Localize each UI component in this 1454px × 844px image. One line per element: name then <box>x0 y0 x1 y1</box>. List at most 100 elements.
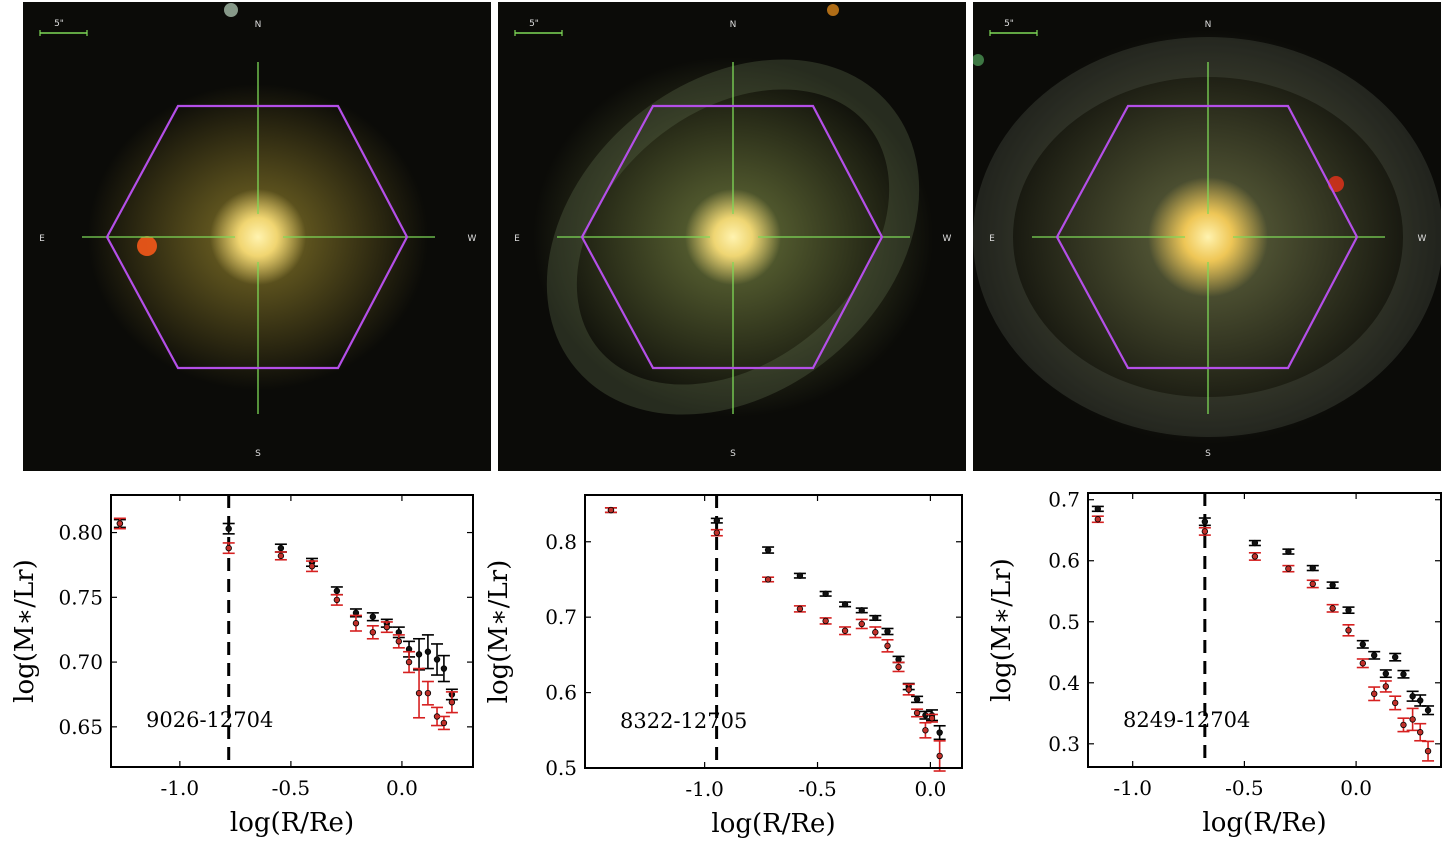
marker <box>822 617 829 625</box>
data-point <box>330 586 343 596</box>
galaxy-core <box>210 189 306 285</box>
marker <box>1094 505 1102 513</box>
plot-frame <box>1087 492 1442 768</box>
data-point <box>1389 695 1402 711</box>
data-point <box>839 626 852 636</box>
x-axis-label: log(R/Re) <box>1202 808 1326 838</box>
chart-1: -1.0 -0.5 0.0 0.65 0.70 0.75 0.80 9026-12704 log… <box>10 494 474 838</box>
data-point <box>1248 539 1261 547</box>
data-point <box>1414 722 1427 742</box>
marker <box>841 627 849 634</box>
compass-w: W <box>468 234 477 244</box>
y-axis-label: log(M∗/Lr) <box>987 558 1017 702</box>
marker <box>905 686 912 693</box>
data-point <box>349 614 362 632</box>
outer-disk <box>973 37 1441 437</box>
data-point <box>892 655 905 664</box>
data-point <box>1198 517 1211 527</box>
data-point <box>1091 505 1104 513</box>
data-point <box>1389 652 1402 662</box>
data-point <box>881 627 894 636</box>
data-point <box>1282 548 1295 555</box>
marker <box>1409 716 1416 723</box>
data-point <box>274 551 287 561</box>
marker <box>858 620 865 628</box>
x-tick-label: -1.0 <box>1113 776 1152 800</box>
data-point <box>839 601 852 608</box>
ifu-hexagon <box>580 104 884 370</box>
data-point <box>855 618 868 630</box>
y-tick-label: 0.7 <box>1048 488 1080 512</box>
data-point <box>869 626 882 639</box>
marker <box>424 689 432 697</box>
chart-3: -1.0 -0.5 0.0 0.3 0.4 0.5 0.6 0.7 8249-12704 log(… <box>987 488 1442 838</box>
galaxy-id-label: 8322-12705 <box>620 709 747 733</box>
marker <box>764 546 772 554</box>
data-point <box>1356 658 1369 669</box>
scale-label: 5" <box>529 19 539 29</box>
marker <box>369 613 377 620</box>
data-point <box>366 625 379 640</box>
data-point <box>431 643 444 676</box>
data-point <box>911 695 924 704</box>
marker <box>796 605 804 613</box>
marker <box>225 525 232 532</box>
marker <box>1329 581 1336 589</box>
data-point <box>819 590 832 597</box>
data-point <box>793 572 806 579</box>
data-point <box>1406 690 1419 702</box>
marker <box>1345 606 1352 614</box>
data-point <box>113 517 126 530</box>
marker <box>872 629 879 636</box>
marker <box>225 544 232 552</box>
marker <box>1094 516 1102 523</box>
y-tick-label: 0.4 <box>1048 671 1080 695</box>
scale-bar: 5" <box>514 19 563 36</box>
marker <box>277 544 285 552</box>
data-point <box>902 683 915 696</box>
x-tick-label: -0.5 <box>798 777 837 801</box>
marker <box>796 572 804 579</box>
galaxy-core <box>685 189 781 285</box>
marker <box>448 699 456 706</box>
data-point <box>919 721 932 739</box>
y-tick-label: 0.7 <box>545 605 577 629</box>
data-point <box>437 715 450 731</box>
galaxy-image-2: 5" N S E W <box>498 2 966 471</box>
x-tick-label: -0.5 <box>272 776 311 800</box>
data-point <box>1379 680 1392 693</box>
marker <box>1359 641 1367 648</box>
x-tick-label: -1.0 <box>161 776 200 800</box>
data-point <box>1356 639 1369 649</box>
data-point <box>366 612 379 622</box>
data-point <box>421 680 434 706</box>
data-point <box>330 593 343 606</box>
data-point <box>892 661 905 673</box>
x-tick-label: 0.0 <box>386 776 418 800</box>
data-point <box>911 708 924 718</box>
marker <box>1285 548 1292 555</box>
marker <box>895 656 902 663</box>
compass-e: E <box>989 234 995 244</box>
marker <box>352 620 360 627</box>
series-black <box>1091 505 1435 716</box>
y-tick-label: 0.65 <box>58 715 103 739</box>
marker <box>395 638 403 645</box>
data-point <box>222 542 235 555</box>
data-point <box>1306 564 1319 572</box>
ifu-hexagon <box>1055 104 1359 370</box>
x-axis-label: log(R/Re) <box>711 809 835 839</box>
data-point <box>855 607 868 614</box>
galaxy-image-1: 5" N S E W <box>23 2 491 471</box>
data-point <box>762 576 775 583</box>
marker <box>1359 660 1367 667</box>
marker <box>1309 564 1316 572</box>
y-axis-label: log(M∗/Lr) <box>484 560 514 704</box>
data-point <box>274 543 287 553</box>
compass-e: E <box>39 234 45 244</box>
marker <box>1400 721 1407 729</box>
marker <box>1424 707 1432 714</box>
data-point <box>1282 564 1295 573</box>
data-point <box>793 605 806 613</box>
data-point <box>1306 579 1319 589</box>
